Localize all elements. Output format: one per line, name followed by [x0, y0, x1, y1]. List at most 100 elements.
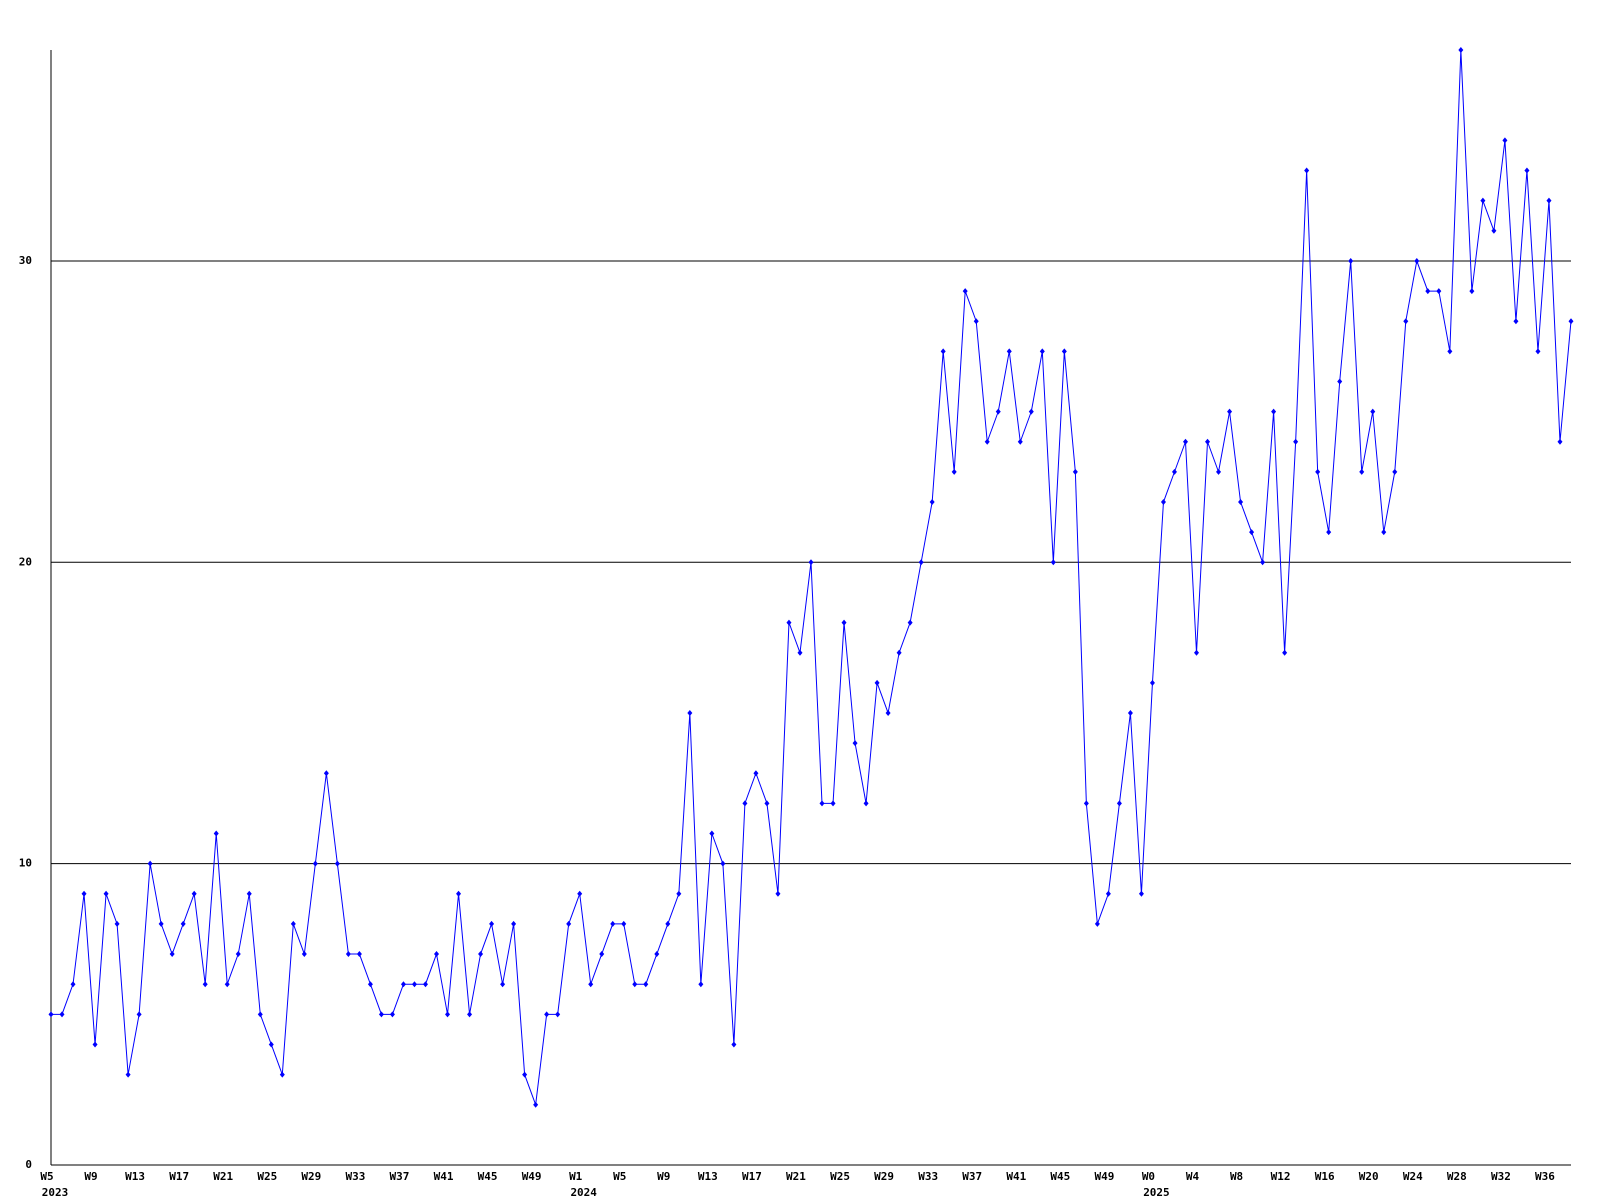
point-marker [566, 920, 572, 927]
point-marker [1083, 800, 1089, 807]
point-marker [125, 1071, 131, 1078]
point-marker [643, 981, 649, 988]
point-marker [555, 1011, 561, 1018]
point-marker [389, 1011, 395, 1018]
point-marker [830, 800, 836, 807]
year-label: 2024 [570, 1186, 597, 1199]
point-marker [1282, 649, 1288, 656]
point-marker [334, 860, 340, 867]
point-marker [422, 981, 428, 988]
point-marker [665, 920, 671, 927]
point-marker [1524, 167, 1530, 174]
point-marker [962, 288, 968, 295]
point-marker [775, 890, 781, 897]
x-tick-label: W41 [1006, 1170, 1026, 1183]
y-tick-label: 0 [25, 1158, 32, 1171]
x-tick-label: W16 [1315, 1170, 1335, 1183]
x-tick-label: W13 [125, 1170, 145, 1183]
x-tick-label: W49 [522, 1170, 542, 1183]
point-marker [984, 438, 990, 445]
point-marker [852, 740, 858, 747]
point-marker [588, 981, 594, 988]
point-marker [1061, 348, 1067, 355]
point-marker [103, 890, 109, 897]
point-marker [257, 1011, 263, 1018]
point-marker [797, 649, 803, 656]
point-marker [896, 649, 902, 656]
x-tick-label: W5 [613, 1170, 626, 1183]
point-marker [1535, 348, 1541, 355]
point-marker [940, 348, 946, 355]
x-tick-label: W21 [786, 1170, 806, 1183]
point-marker [1149, 679, 1155, 686]
point-marker [1072, 468, 1078, 475]
point-marker [268, 1041, 274, 1048]
point-marker [1138, 890, 1144, 897]
point-marker [1304, 167, 1310, 174]
point-marker [511, 920, 517, 927]
point-marker [1414, 257, 1420, 264]
y-tick-label: 30 [19, 254, 32, 267]
point-marker [1469, 288, 1475, 295]
point-marker [1205, 438, 1211, 445]
point-marker [1194, 649, 1200, 656]
point-marker [1370, 408, 1376, 415]
point-marker [48, 1011, 54, 1018]
x-tick-label: W25 [830, 1170, 850, 1183]
point-marker [323, 770, 329, 777]
point-marker [411, 981, 417, 988]
point-marker [764, 800, 770, 807]
point-marker [885, 709, 891, 716]
x-tick-label: W20 [1359, 1170, 1379, 1183]
point-marker [147, 860, 153, 867]
point-marker [191, 890, 197, 897]
point-marker [1381, 529, 1387, 536]
point-marker [632, 981, 638, 988]
point-marker [59, 1011, 65, 1018]
point-marker [400, 981, 406, 988]
point-marker [1425, 288, 1431, 295]
x-tick-label: W37 [962, 1170, 982, 1183]
point-marker [1491, 227, 1497, 234]
point-marker [1568, 318, 1574, 325]
point-marker [1238, 499, 1244, 506]
point-marker [929, 499, 935, 506]
point-marker [279, 1071, 285, 1078]
point-marker [577, 890, 583, 897]
x-tick-label: W21 [213, 1170, 233, 1183]
point-marker [1116, 800, 1122, 807]
point-marker [136, 1011, 142, 1018]
x-tick-label: W24 [1403, 1170, 1423, 1183]
point-marker [533, 1101, 539, 1108]
point-marker [1458, 47, 1464, 53]
point-marker [1513, 318, 1519, 325]
point-marker [1039, 348, 1045, 355]
point-marker [301, 951, 307, 958]
x-tick-label: W8 [1230, 1170, 1243, 1183]
x-tick-label: W33 [918, 1170, 938, 1183]
year-label: 2023 [42, 1186, 69, 1199]
point-marker [1227, 408, 1233, 415]
x-tick-label: W37 [390, 1170, 410, 1183]
point-marker [467, 1011, 473, 1018]
x-tick-label: W13 [698, 1170, 718, 1183]
point-marker [610, 920, 616, 927]
point-marker [731, 1041, 737, 1048]
point-marker [1348, 257, 1354, 264]
point-marker [1017, 438, 1023, 445]
point-marker [698, 981, 704, 988]
point-marker [1006, 348, 1012, 355]
point-marker [1337, 378, 1343, 385]
point-marker [1171, 468, 1177, 475]
point-marker [81, 890, 87, 897]
y-tick-label: 20 [19, 555, 32, 568]
point-marker [378, 1011, 384, 1018]
x-tick-label: W1 [569, 1170, 583, 1183]
x-tick-label: W28 [1447, 1170, 1467, 1183]
x-tick-label: W0 [1142, 1170, 1155, 1183]
point-marker [158, 920, 164, 927]
point-marker [1249, 529, 1255, 536]
point-marker [356, 951, 362, 958]
point-marker [312, 860, 318, 867]
point-marker [70, 981, 76, 988]
